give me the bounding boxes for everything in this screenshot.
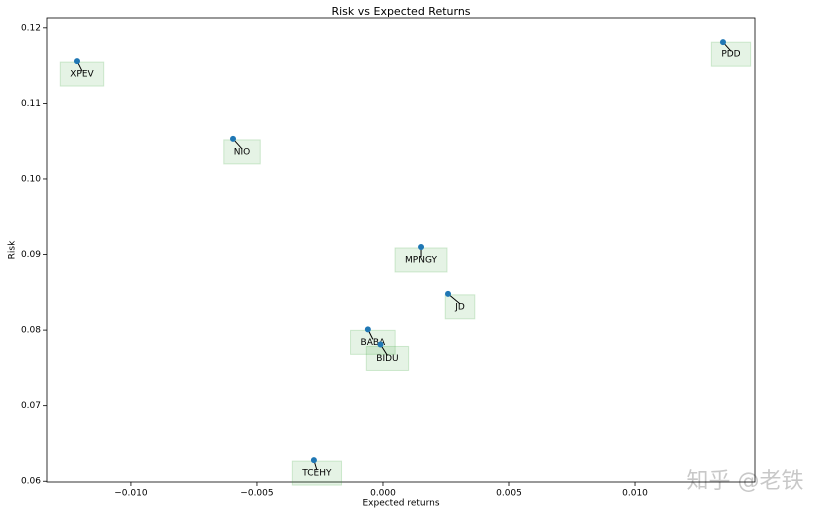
y-tick-label: 0.07 <box>21 401 41 411</box>
y-tick-label: 0.08 <box>21 326 41 336</box>
annotation-box <box>291 460 343 486</box>
annotation: TCEHY <box>291 460 343 486</box>
point <box>445 290 452 297</box>
point <box>73 58 80 65</box>
y-tick-label: 0.09 <box>21 250 41 260</box>
y-tick-label: 0.06 <box>21 477 41 487</box>
annotation: BABA <box>350 329 396 355</box>
x-tick-label: 0.000 <box>370 489 396 499</box>
annotation-box <box>444 294 476 320</box>
point <box>230 135 237 142</box>
point-label: JD <box>454 302 465 312</box>
annotation-box <box>350 329 396 355</box>
x-tick-label: −0.010 <box>114 489 148 499</box>
point <box>310 457 317 464</box>
x-axis-label: Expected returns <box>362 499 439 509</box>
point-label: BABA <box>361 338 387 348</box>
annotation-box <box>365 345 410 371</box>
annotation: PDD <box>710 41 752 67</box>
point <box>719 39 726 46</box>
annotation: XPEV <box>59 61 105 87</box>
annotation: NIO <box>223 139 261 165</box>
point-label: NIO <box>234 147 250 157</box>
point <box>364 326 371 333</box>
point-label: BIDU <box>376 354 398 364</box>
y-tick-label: 0.11 <box>21 99 41 109</box>
point-label: MPNGY <box>405 255 437 265</box>
point-label: PDD <box>721 50 740 60</box>
y-tick-label: 0.10 <box>21 174 41 184</box>
annotation: BIDU <box>365 345 410 371</box>
x-tick-label: 0.010 <box>622 489 648 499</box>
y-axis-label: Risk <box>8 240 18 259</box>
annotation-box <box>710 41 752 67</box>
point-label: TCEHY <box>301 469 332 479</box>
point-label: XPEV <box>70 70 94 80</box>
point <box>377 341 384 348</box>
x-tick-label: 0.005 <box>496 489 522 499</box>
y-tick-label: 0.12 <box>21 23 41 33</box>
annotation: JD <box>444 294 476 320</box>
annotation-box <box>223 139 261 165</box>
point <box>418 243 425 250</box>
x-tick-label: −0.005 <box>240 489 273 499</box>
chart-title: Risk vs Expected Returns <box>331 5 470 18</box>
plot-frame <box>46 17 756 483</box>
annotation-box <box>59 61 105 87</box>
watermark: 知乎 @老铁 <box>687 469 804 494</box>
